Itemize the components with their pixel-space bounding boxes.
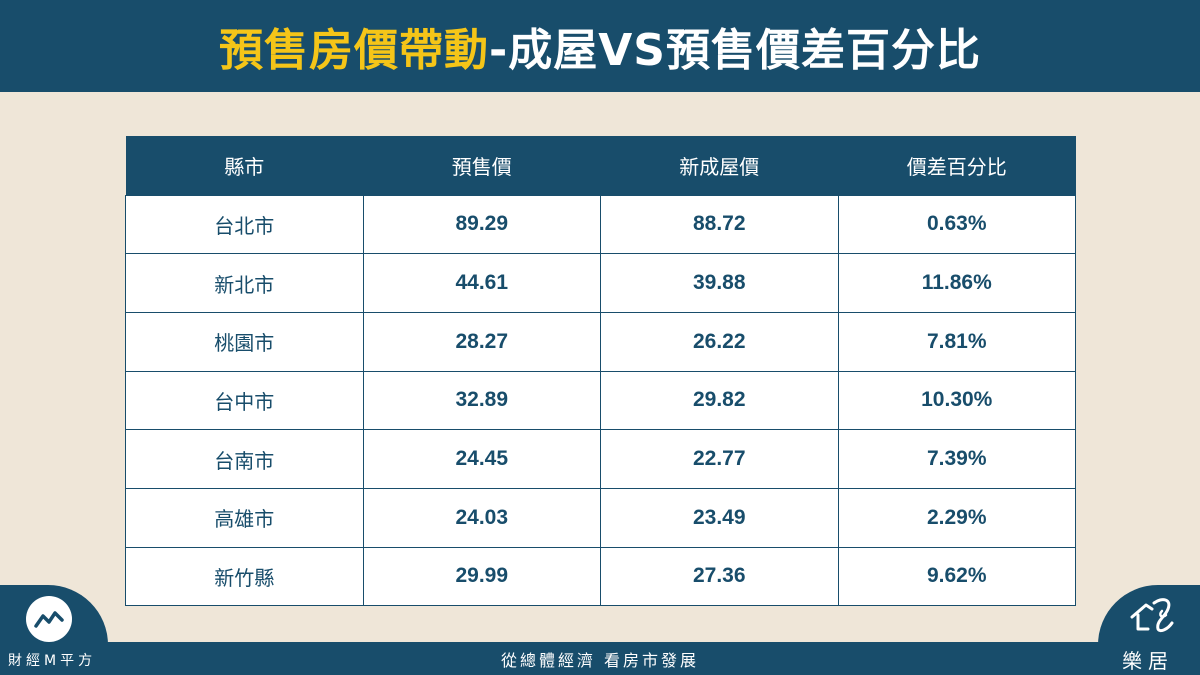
cell-city: 新北市 [125,253,364,313]
cell-new-house-price: 88.72 [600,194,839,255]
cell-price-diff-percent: 10.30% [837,370,1076,431]
column-header-presale-price: 預售價 [363,136,601,195]
column-header-price-diff-percent: 價差百分比 [838,136,1076,195]
cell-city: 台北市 [125,194,364,255]
header-bar: 預售房價帶動-成屋VS預售價差百分比 [0,0,1200,92]
cell-new-house-price: 22.77 [600,429,839,489]
page-title: 預售房價帶動-成屋VS預售價差百分比 [219,14,981,78]
cell-presale-price: 32.89 [362,370,601,431]
table-row: 台中市 32.89 29.82 10.30% [125,370,1076,431]
cell-new-house-price: 26.22 [600,311,839,372]
table-row: 新竹縣 29.99 27.36 9.62% [125,546,1076,607]
cell-presale-price: 28.27 [362,311,601,372]
right-brand-name: 樂居 [1122,649,1174,673]
cell-city: 高雄市 [125,487,364,548]
cell-price-diff-percent: 2.29% [837,487,1076,548]
left-brand-name: 財經M平方 [8,653,97,669]
table-row: 桃園市 28.27 26.22 7.81% [125,311,1076,372]
cell-city: 新竹縣 [125,546,364,607]
cell-city: 桃園市 [125,311,364,372]
cell-new-house-price: 23.49 [600,487,839,548]
cell-city: 台南市 [125,429,364,489]
cell-presale-price: 24.45 [362,429,601,489]
cell-price-diff-percent: 7.81% [837,311,1076,372]
house-script-icon [1130,598,1174,633]
chart-line-icon [26,596,72,642]
table-row: 新北市 44.61 39.88 11.86% [125,253,1076,313]
footer-bar [0,642,1200,675]
table-row: 高雄市 24.03 23.49 2.29% [125,487,1076,548]
cell-price-diff-percent: 11.86% [837,253,1076,313]
cell-presale-price: 24.03 [362,487,601,548]
cell-new-house-price: 39.88 [600,253,839,313]
table-row: 台南市 24.45 22.77 7.39% [125,429,1076,489]
price-table-container: 縣市 預售價 新成屋價 價差百分比 台北市 89.29 88.72 0.63% … [125,136,1076,607]
column-header-city: 縣市 [125,136,363,195]
cell-price-diff-percent: 0.63% [837,194,1076,255]
cell-presale-price: 44.61 [362,253,601,313]
title-rest: -成屋VS預售價差百分比 [488,25,981,76]
cell-price-diff-percent: 9.62% [837,546,1076,607]
cell-city: 台中市 [125,370,364,431]
table-header-row: 縣市 預售價 新成屋價 價差百分比 [125,136,1076,195]
cell-new-house-price: 29.82 [600,370,839,431]
table-row: 台北市 89.29 88.72 0.63% [125,194,1076,255]
price-table: 縣市 預售價 新成屋價 價差百分比 台北市 89.29 88.72 0.63% … [125,136,1076,607]
footer-slogan: 從總體經濟 看房市發展 [500,651,700,670]
title-highlight: 預售房價帶動 [218,25,489,76]
cell-new-house-price: 27.36 [600,546,839,607]
cell-presale-price: 29.99 [362,546,601,607]
column-header-new-house-price: 新成屋價 [600,136,838,195]
cell-price-diff-percent: 7.39% [837,429,1076,489]
cell-presale-price: 89.29 [362,194,601,255]
